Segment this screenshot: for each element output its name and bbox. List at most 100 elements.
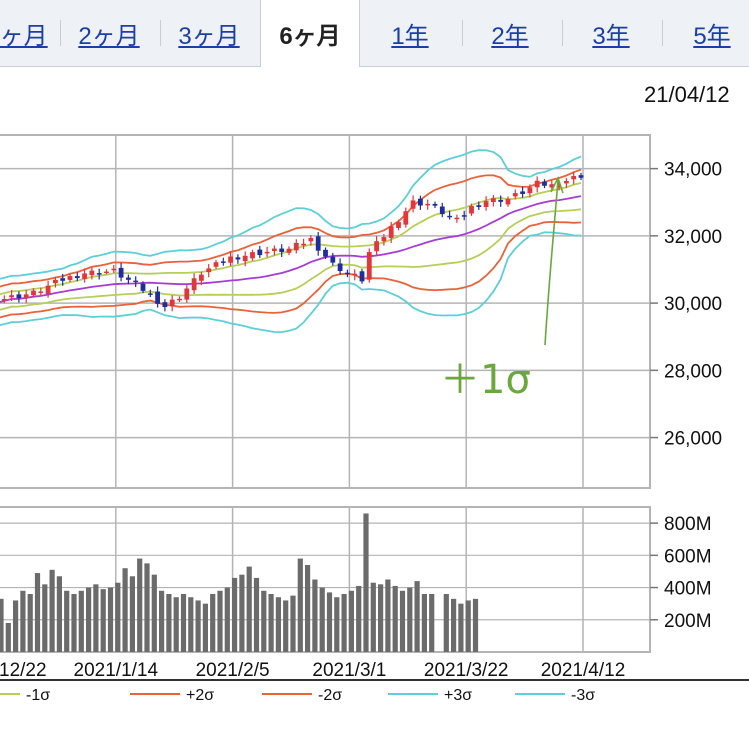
candle-body <box>374 241 379 252</box>
candle-body <box>308 238 314 242</box>
volume-bar <box>268 594 274 652</box>
volume-bar <box>71 594 77 652</box>
volume-bar <box>472 598 479 652</box>
volume-bar <box>122 568 128 652</box>
date-tick-label: 2021/1/14 <box>74 660 159 681</box>
candle-body <box>534 180 540 188</box>
candle-body <box>126 277 131 280</box>
volume-bar <box>86 587 92 652</box>
candle-body <box>1 298 7 301</box>
-1-sigma-line <box>0 208 582 311</box>
price-tick-label: 32,000 <box>664 227 722 248</box>
candle-body <box>505 198 511 205</box>
candle-body <box>272 248 277 251</box>
volume-bar <box>20 590 26 652</box>
candle-body <box>257 249 263 256</box>
tab-2-years[interactable]: 2年 <box>491 22 529 50</box>
volume-bar <box>451 598 457 652</box>
candle-body <box>323 249 328 257</box>
candle-body <box>60 278 66 281</box>
tab-separator <box>160 20 161 46</box>
moving-average-line <box>0 195 582 303</box>
candle-body <box>16 294 22 299</box>
volume-bar <box>232 577 238 652</box>
volume-bar <box>392 585 398 652</box>
date-tick-label: 2021/3/1 <box>312 660 386 681</box>
tab-6-months[interactable]: 6ヶ月 <box>260 0 360 67</box>
candle-body <box>220 261 226 263</box>
tab-2-months[interactable]: 2ヶ月 <box>78 22 140 50</box>
price-tick-label: 30,000 <box>664 294 722 315</box>
candle-body <box>228 256 233 263</box>
candle-body <box>315 236 321 251</box>
candle-body <box>177 298 182 301</box>
volume-bar <box>429 594 435 652</box>
candle-body <box>53 279 58 284</box>
candle-body <box>191 278 197 291</box>
candle-body <box>425 203 431 206</box>
volume-bar <box>334 597 340 652</box>
candlesticks <box>1 171 584 312</box>
volume-bar <box>180 594 187 652</box>
candle-body <box>301 243 306 246</box>
volume-bar <box>407 587 413 652</box>
candle-body <box>381 237 387 242</box>
price-tick-label: 28,000 <box>664 361 722 382</box>
volume-bar <box>166 594 172 652</box>
candle-body <box>250 252 255 259</box>
candle-body <box>213 262 219 267</box>
tab-separator <box>562 20 563 46</box>
volume-bar <box>378 584 384 652</box>
tab-separator <box>662 20 663 46</box>
tab-separator <box>60 20 61 46</box>
legend-label: +2σ <box>186 687 214 704</box>
volume-bar <box>93 584 99 652</box>
volume-bar <box>385 579 391 652</box>
+3-sigma-line <box>0 149 582 280</box>
volume-bar <box>261 590 267 652</box>
candle-body <box>512 193 518 197</box>
volume-bar <box>107 587 114 652</box>
candle-body <box>461 215 467 217</box>
volume-bar <box>144 563 150 652</box>
volume-tick-label: 600M <box>664 546 712 567</box>
volume-bar <box>64 590 70 652</box>
candle-body <box>264 251 270 254</box>
tab-3-years[interactable]: 3年 <box>592 22 630 50</box>
volume-bar <box>465 600 471 652</box>
candle-body <box>571 176 577 180</box>
legend-label: -2σ <box>318 687 342 704</box>
volume-bar <box>246 566 252 652</box>
candle-body <box>31 290 36 296</box>
candle-body <box>162 302 168 308</box>
candle-body <box>345 272 350 275</box>
volume-bar <box>129 576 135 652</box>
volume-tick-label: 400M <box>664 579 712 600</box>
candle-body <box>96 273 102 275</box>
tab-1-year[interactable]: 1年 <box>391 22 429 50</box>
tab-1-month[interactable]: 1ヶ月 <box>0 22 48 50</box>
volume-bar <box>217 590 223 652</box>
tab-3-months[interactable]: 3ヶ月 <box>178 22 240 50</box>
candle-body <box>82 273 87 279</box>
volume-bar <box>458 603 464 652</box>
annotation-arrow <box>544 179 559 346</box>
last-date-label: 21/04/12 <box>644 82 730 107</box>
volume-bar <box>312 579 318 652</box>
+2-sigma-line <box>0 168 582 288</box>
volume-bar <box>348 590 354 652</box>
tab-5-years[interactable]: 5年 <box>693 22 731 50</box>
volume-bar <box>319 587 325 652</box>
volume-bar <box>100 589 106 652</box>
candle-body <box>293 242 299 251</box>
volume-bar <box>151 574 157 652</box>
legend: -1σ +2σ -2σ +3σ -3σ <box>0 679 749 704</box>
price-tick-label: 26,000 <box>664 429 722 450</box>
candle-body <box>235 257 241 260</box>
candle-body <box>418 198 423 206</box>
volume-bar <box>421 594 427 652</box>
candle-body <box>206 268 212 273</box>
candle-body <box>549 184 555 188</box>
volume-bar <box>370 582 376 652</box>
